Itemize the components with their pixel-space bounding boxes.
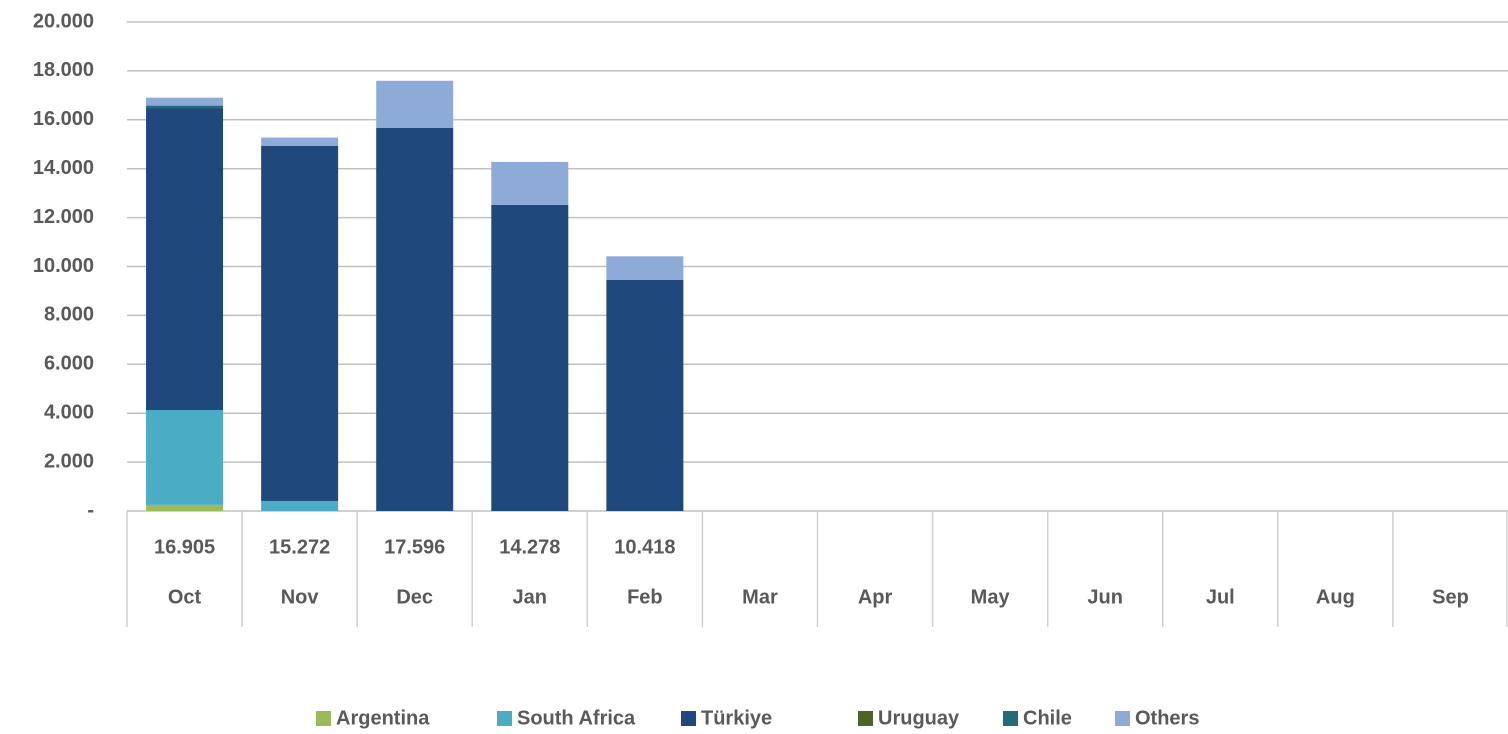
- total-label: 15.272: [269, 536, 330, 558]
- x-tick-label: Sep: [1432, 586, 1469, 608]
- bar-segment: [146, 410, 224, 505]
- y-tick-label: 16.000: [33, 108, 94, 130]
- legend-swatch: [681, 711, 696, 726]
- x-tick-label: Jun: [1087, 586, 1123, 608]
- bar-segment: [261, 145, 339, 501]
- legend-swatch: [316, 711, 331, 726]
- bar-segment: [606, 279, 684, 511]
- y-tick-label: 4.000: [44, 401, 94, 423]
- y-tick-label: 12.000: [33, 206, 94, 228]
- total-label: 17.596: [384, 536, 445, 558]
- legend-label: Türkiye: [701, 707, 772, 729]
- x-tick-label: May: [971, 586, 1011, 608]
- bar-segment: [261, 500, 339, 511]
- bar-segment: [376, 80, 454, 128]
- x-tick-label: Mar: [742, 586, 778, 608]
- x-tick-label: Feb: [627, 586, 663, 608]
- y-tick-label: 2.000: [44, 450, 94, 472]
- x-tick-label: Jul: [1206, 586, 1235, 608]
- total-label: 10.418: [614, 536, 675, 558]
- legend-label: Chile: [1023, 707, 1072, 729]
- x-tick-label: Nov: [281, 586, 320, 608]
- x-tick-label: Apr: [858, 586, 893, 608]
- bar-segment: [261, 137, 339, 146]
- bar-segment: [491, 161, 569, 206]
- x-tick-label: Aug: [1316, 586, 1355, 608]
- y-tick-label: 18.000: [33, 59, 94, 81]
- bar-segment: [491, 205, 569, 512]
- y-tick-label: 20.000: [33, 10, 94, 32]
- y-tick-label: 10.000: [33, 255, 94, 277]
- total-label: 16.905: [154, 536, 215, 558]
- bar-segment: [146, 108, 224, 411]
- bar-segment: [606, 256, 684, 280]
- y-tick-label: -: [87, 499, 94, 521]
- total-label: 14.278: [499, 536, 560, 558]
- legend-label: Uruguay: [878, 707, 960, 729]
- legend-swatch: [497, 711, 512, 726]
- bar-segment: [146, 97, 224, 106]
- bar-segment: [146, 504, 224, 511]
- legend-label: South Africa: [517, 707, 636, 729]
- bar-segment: [376, 127, 454, 511]
- legend-swatch: [858, 711, 873, 726]
- x-tick-label: Dec: [396, 586, 433, 608]
- x-tick-label: Oct: [168, 586, 202, 608]
- y-tick-label: 6.000: [44, 353, 94, 375]
- bar-segment: [146, 105, 224, 109]
- y-tick-label: 8.000: [44, 304, 94, 326]
- legend-swatch: [1115, 711, 1130, 726]
- legend-swatch: [1003, 711, 1018, 726]
- legend-label: Others: [1135, 707, 1199, 729]
- legend-label: Argentina: [336, 707, 430, 729]
- x-tick-label: Jan: [513, 586, 547, 608]
- y-tick-label: 14.000: [33, 157, 94, 179]
